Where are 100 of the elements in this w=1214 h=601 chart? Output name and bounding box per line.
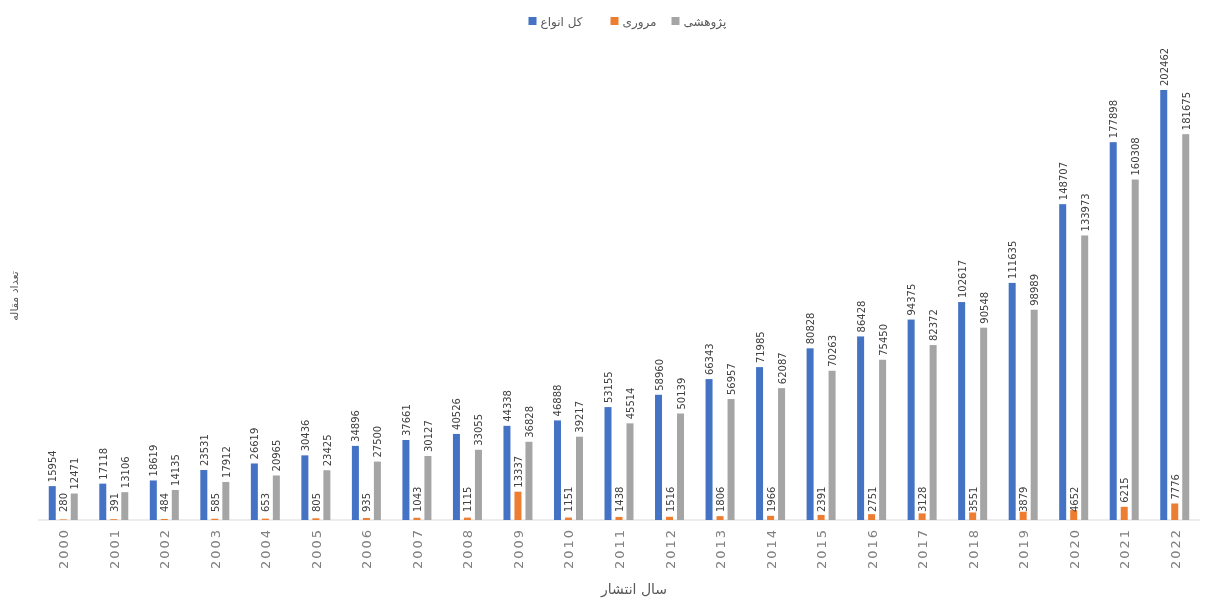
bar xyxy=(553,420,561,520)
data-label: 39217 xyxy=(574,400,586,433)
data-label: 40526 xyxy=(451,398,463,430)
bar xyxy=(1070,510,1078,520)
bar xyxy=(351,445,359,520)
bar xyxy=(402,440,410,520)
x-tick-label: 2004 xyxy=(258,528,274,570)
bar xyxy=(604,407,612,520)
data-label: 1966 xyxy=(765,486,777,512)
data-label: 17118 xyxy=(97,447,109,480)
bar xyxy=(969,512,977,520)
x-tick-label: 2006 xyxy=(359,528,375,570)
bar xyxy=(980,327,988,520)
data-label: 3879 xyxy=(1018,486,1030,512)
data-label: 27500 xyxy=(372,425,384,458)
x-tick-label: 2003 xyxy=(207,528,223,570)
bar xyxy=(857,336,865,520)
data-label: 34896 xyxy=(350,410,362,442)
data-label: 58960 xyxy=(653,358,665,391)
bar xyxy=(323,470,331,520)
bar xyxy=(48,486,56,520)
x-tick-label: 2018 xyxy=(965,528,981,570)
data-label: 13106 xyxy=(119,456,131,489)
bar xyxy=(149,480,157,520)
bar xyxy=(452,433,460,520)
x-tick-label: 2021 xyxy=(1117,528,1133,570)
x-tick-label: 2017 xyxy=(915,528,931,570)
x-tick-label: 2007 xyxy=(409,528,425,570)
bar xyxy=(666,516,674,520)
bar xyxy=(817,514,825,520)
data-label: 45514 xyxy=(625,387,636,420)
data-label: 280 xyxy=(58,492,70,512)
legend-label: پژوهشی xyxy=(683,15,727,30)
data-label: 62087 xyxy=(776,352,788,385)
data-label: 23425 xyxy=(321,434,333,467)
data-label: 160308 xyxy=(1130,137,1142,176)
bar xyxy=(1160,90,1168,520)
data-label: 13337 xyxy=(512,455,524,488)
data-label: 2391 xyxy=(816,486,828,512)
data-label: 177898 xyxy=(1108,99,1120,139)
data-label: 653 xyxy=(260,492,272,512)
data-label: 1151 xyxy=(563,486,575,512)
data-label: 805 xyxy=(310,492,322,512)
bar xyxy=(1059,204,1067,520)
bar xyxy=(1109,142,1117,520)
x-tick-label: 2010 xyxy=(561,528,577,570)
data-label: 935 xyxy=(361,492,373,512)
x-tick-label: 2015 xyxy=(814,528,830,570)
x-tick-label: 2022 xyxy=(1167,528,1183,570)
x-tick-label: 2019 xyxy=(1016,528,1032,570)
data-label: 1438 xyxy=(614,486,625,512)
legend-label: کل انواع xyxy=(540,15,583,30)
x-tick-label: 2001 xyxy=(106,528,122,570)
x-tick-label: 2014 xyxy=(763,528,779,570)
data-label: 484 xyxy=(159,492,171,512)
bar xyxy=(1182,134,1190,520)
bar xyxy=(575,436,583,520)
data-label: 1115 xyxy=(462,486,474,512)
data-label: 20965 xyxy=(271,439,283,472)
x-tick-label: 2009 xyxy=(510,528,526,570)
bar xyxy=(958,302,966,520)
data-label: 75450 xyxy=(877,323,889,356)
data-label: 23531 xyxy=(198,434,210,467)
bar xyxy=(424,456,432,520)
data-label: 50139 xyxy=(675,377,687,410)
bar xyxy=(514,491,522,520)
data-label: 1043 xyxy=(411,486,423,512)
data-label: 56957 xyxy=(726,363,738,396)
data-label: 4652 xyxy=(1068,486,1080,512)
bar xyxy=(503,425,511,520)
bar xyxy=(1171,503,1179,520)
bar xyxy=(727,399,735,520)
data-label: 86428 xyxy=(855,300,867,333)
data-label: 82372 xyxy=(928,309,940,342)
data-label: 80828 xyxy=(805,312,817,345)
bar xyxy=(301,455,309,520)
legend-label: مروری xyxy=(622,15,657,30)
bar xyxy=(767,515,775,520)
data-label: 30436 xyxy=(299,419,311,452)
data-label: 181675 xyxy=(1180,91,1192,131)
data-label: 70263 xyxy=(827,334,839,367)
x-tick-label: 2016 xyxy=(864,528,880,570)
data-label: 53155 xyxy=(603,371,614,404)
bar xyxy=(716,516,724,520)
data-label: 44338 xyxy=(501,390,513,422)
data-label: 46888 xyxy=(552,384,564,417)
data-label: 133973 xyxy=(1079,193,1091,232)
x-tick-label: 2008 xyxy=(460,528,476,570)
data-label: 6215 xyxy=(1119,477,1131,503)
data-label: 3551 xyxy=(967,486,979,512)
data-label: 111635 xyxy=(1007,240,1019,279)
y-axis-title: تعداد مقاله xyxy=(8,271,21,321)
data-label: 98989 xyxy=(1029,273,1041,306)
data-label: 7776 xyxy=(1169,474,1181,500)
bar xyxy=(615,516,623,520)
data-label: 1516 xyxy=(664,486,676,512)
bar xyxy=(868,514,876,520)
data-label: 585 xyxy=(209,492,221,512)
data-label: 202462 xyxy=(1158,47,1170,86)
bar xyxy=(1120,506,1128,520)
